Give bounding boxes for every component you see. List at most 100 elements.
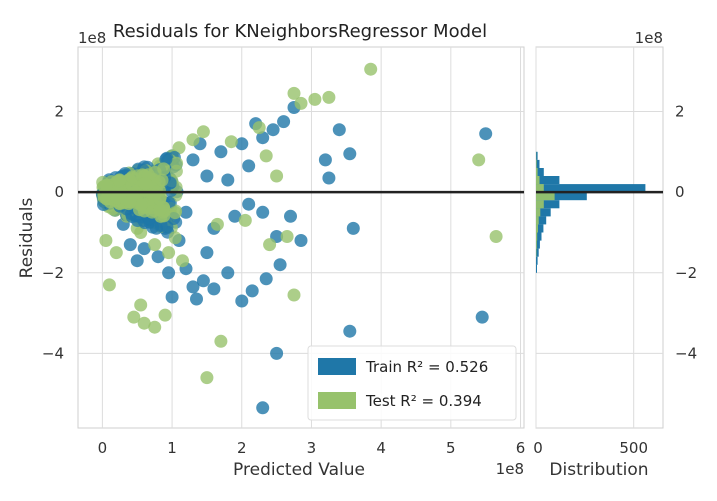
y-tick-label: 2 bbox=[54, 103, 64, 121]
x-tick-label: 0 bbox=[98, 439, 108, 457]
y-tick-label: 0 bbox=[54, 183, 64, 201]
test-point bbox=[168, 231, 182, 245]
test-point bbox=[287, 86, 301, 100]
train-point bbox=[284, 209, 297, 223]
test-point bbox=[294, 96, 308, 110]
train-point bbox=[245, 284, 259, 298]
legend-train-swatch bbox=[318, 358, 356, 375]
test-hist-bar bbox=[536, 232, 538, 241]
test-hist-bar bbox=[536, 208, 541, 217]
test-point bbox=[153, 203, 167, 217]
train-point bbox=[343, 147, 357, 161]
test-point bbox=[364, 62, 378, 76]
hist-y-tick-label: 2 bbox=[675, 103, 685, 121]
train-point bbox=[207, 282, 221, 296]
x-tick-label: 1 bbox=[167, 439, 177, 457]
train-hist-bar bbox=[536, 208, 551, 217]
train-hist-bar bbox=[536, 192, 587, 201]
test-point bbox=[214, 334, 228, 348]
train-point bbox=[475, 310, 489, 324]
train-point bbox=[242, 197, 256, 211]
legend: Train R² = 0.526 Test R² = 0.394 bbox=[307, 345, 517, 421]
test-point bbox=[99, 178, 113, 192]
train-hist-bar bbox=[536, 232, 542, 241]
legend-test-swatch bbox=[318, 392, 356, 409]
test-point bbox=[259, 149, 273, 163]
x-offset-label: 1e8 bbox=[496, 460, 524, 478]
hist-x-axis-label: Distribution bbox=[549, 460, 648, 480]
y-axis-label: Residuals bbox=[17, 198, 37, 279]
train-point bbox=[270, 346, 284, 360]
train-point bbox=[137, 242, 151, 256]
test-point bbox=[263, 238, 277, 252]
train-hist-bar bbox=[536, 168, 544, 177]
train-point bbox=[294, 234, 308, 247]
test-hist-bar bbox=[536, 200, 544, 209]
train-point bbox=[123, 238, 137, 252]
histogram-plot-area bbox=[535, 46, 664, 429]
test-point bbox=[252, 121, 266, 135]
train-point bbox=[160, 220, 174, 234]
train-point bbox=[332, 123, 346, 137]
train-point bbox=[256, 205, 270, 219]
test-point bbox=[113, 173, 127, 187]
train-point bbox=[343, 324, 357, 338]
train-point bbox=[242, 159, 256, 173]
hist-offset-label: 1e8 bbox=[635, 29, 663, 47]
test-point bbox=[123, 195, 137, 209]
y-tick-label: −4 bbox=[42, 344, 64, 362]
train-point bbox=[318, 153, 332, 167]
train-point bbox=[235, 137, 249, 151]
train-point bbox=[214, 145, 228, 159]
train-point bbox=[221, 266, 235, 280]
train-hist-bar bbox=[536, 184, 646, 193]
test-point bbox=[137, 316, 151, 330]
train-point bbox=[273, 258, 287, 272]
test-point bbox=[97, 190, 111, 204]
train-point bbox=[266, 123, 280, 137]
train-point bbox=[259, 272, 273, 286]
test-point bbox=[196, 125, 210, 139]
test-point bbox=[148, 238, 162, 252]
train-hist-bar bbox=[536, 256, 538, 265]
x-tick-label: 2 bbox=[237, 439, 247, 457]
train-hist-bar bbox=[536, 159, 540, 168]
test-hist-bar bbox=[536, 192, 555, 201]
test-point bbox=[127, 310, 141, 324]
test-point bbox=[200, 371, 214, 385]
chart-title: Residuals for KNeighborsRegressor Model bbox=[113, 21, 487, 42]
train-point bbox=[277, 115, 291, 129]
y-offset-label: 1e8 bbox=[78, 29, 106, 47]
test-hist-bar bbox=[536, 240, 537, 249]
test-hist-bar bbox=[536, 216, 539, 225]
train-point bbox=[235, 294, 249, 308]
histogram-y-tick-labels: 2 0 −2 −4 bbox=[675, 103, 697, 363]
train-hist-bar bbox=[536, 264, 537, 273]
train-hist-bar bbox=[536, 176, 560, 185]
test-point bbox=[280, 230, 294, 243]
train-point bbox=[200, 246, 214, 260]
legend-box bbox=[307, 345, 517, 421]
train-hist-bar bbox=[536, 216, 547, 225]
test-point bbox=[125, 170, 139, 184]
test-point bbox=[109, 246, 123, 260]
test-point bbox=[176, 254, 189, 268]
train-hist-bar bbox=[536, 248, 539, 257]
x-axis-label: Predicted Value bbox=[233, 460, 365, 480]
test-point bbox=[287, 288, 301, 302]
train-point bbox=[256, 401, 270, 415]
x-tick-label: 6 bbox=[516, 439, 526, 457]
train-point bbox=[479, 127, 493, 141]
y-tick-labels: 2 0 −2 −4 bbox=[42, 103, 64, 363]
x-tick-label: 3 bbox=[307, 439, 317, 457]
train-point bbox=[196, 274, 210, 288]
test-point bbox=[308, 92, 322, 106]
train-point bbox=[130, 254, 144, 268]
test-point bbox=[210, 217, 224, 231]
test-hist-bar bbox=[536, 184, 544, 193]
test-point bbox=[224, 135, 238, 149]
hist-tick-label: 500 bbox=[619, 439, 648, 457]
test-point bbox=[170, 156, 184, 170]
test-point bbox=[148, 320, 162, 334]
